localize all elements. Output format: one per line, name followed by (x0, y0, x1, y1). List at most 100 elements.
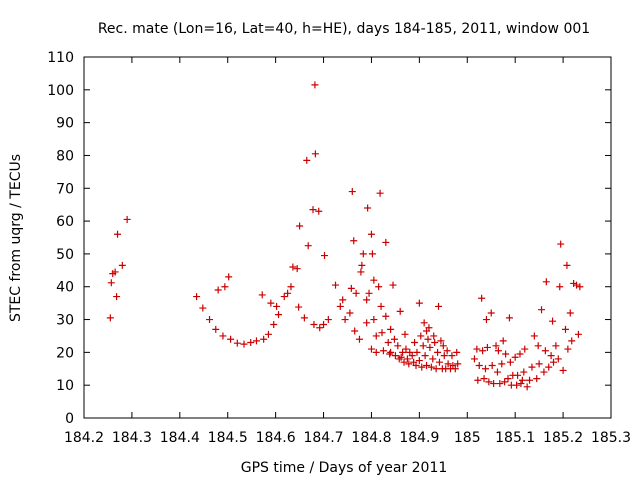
data-point (375, 283, 383, 291)
x-axis-label: GPS time / Days of year 2011 (241, 460, 448, 476)
y-tick-label: 20 (56, 345, 74, 361)
y-tick-label: 60 (56, 214, 74, 230)
data-point (295, 303, 303, 311)
data-point (386, 350, 394, 358)
data-point (505, 314, 513, 322)
data-point (405, 360, 413, 368)
data-point (435, 302, 443, 310)
data-point (557, 240, 565, 248)
data-point (311, 150, 319, 158)
data-point (355, 335, 363, 343)
data-point (566, 309, 574, 317)
data-point (481, 365, 489, 373)
data-point (193, 293, 201, 301)
data-point (421, 352, 429, 360)
data-point (347, 284, 355, 292)
data-point (372, 332, 380, 340)
data-point (321, 252, 329, 260)
data-point (483, 343, 491, 351)
data-point (454, 360, 462, 368)
data-point (425, 324, 433, 332)
data-point (453, 348, 461, 356)
data-point (559, 366, 567, 374)
data-point (419, 342, 427, 350)
data-point (534, 342, 542, 350)
data-point (402, 345, 410, 353)
data-point (114, 230, 122, 238)
data-point (498, 360, 506, 368)
data-point (517, 380, 525, 388)
data-point (363, 319, 371, 327)
y-tick-label: 80 (56, 148, 74, 164)
data-point (227, 335, 235, 343)
y-tick-label: 30 (56, 313, 74, 329)
x-tick-label: 184.9 (399, 430, 439, 446)
data-point (107, 279, 115, 287)
y-tick-label: 0 (65, 411, 74, 427)
data-point (439, 342, 447, 350)
data-point (444, 360, 452, 368)
data-point (309, 206, 317, 214)
data-point (554, 355, 562, 363)
data-point (304, 242, 312, 250)
data-point (408, 352, 416, 360)
data-point (382, 238, 390, 246)
data-point (526, 376, 534, 384)
data-point (516, 350, 524, 358)
data-point (123, 215, 131, 223)
data-point (310, 320, 318, 328)
data-point (424, 335, 432, 343)
data-point (336, 302, 344, 310)
data-point (432, 365, 440, 373)
data-point (113, 293, 121, 301)
data-point (429, 355, 437, 363)
data-point (411, 339, 419, 347)
data-point (384, 339, 392, 347)
data-point (493, 368, 501, 376)
data-point (568, 337, 576, 345)
x-tick-label: 184.7 (303, 430, 343, 446)
y-tick-label: 100 (47, 83, 74, 99)
data-point (511, 353, 519, 361)
data-point (287, 283, 295, 291)
data-point (545, 363, 553, 371)
data-point (506, 358, 514, 366)
data-point (273, 302, 281, 310)
data-point (564, 345, 572, 353)
y-tick-label: 10 (56, 378, 74, 394)
data-markers (106, 81, 584, 391)
x-tick-label: 185.3 (591, 430, 631, 446)
y-axis: 0 10 20 30 40 50 60 70 80 90 100 110 (47, 50, 611, 427)
data-point (280, 293, 288, 301)
data-point (364, 204, 372, 212)
data-point (240, 340, 248, 348)
y-tick-label: 40 (56, 280, 74, 296)
data-point (264, 330, 272, 338)
data-point (341, 316, 349, 324)
data-point (390, 335, 398, 343)
data-point (376, 189, 384, 197)
data-point (247, 339, 255, 347)
data-point (518, 376, 526, 384)
data-point (365, 289, 373, 297)
data-point (473, 345, 481, 353)
data-point (275, 311, 283, 319)
data-point (533, 375, 541, 383)
plot-area (83, 56, 612, 419)
data-point (370, 276, 378, 284)
data-point (490, 380, 498, 388)
x-tick-label: 184.6 (256, 430, 296, 446)
data-point (440, 352, 448, 360)
data-point (535, 360, 543, 368)
x-tick-label: 184.3 (112, 430, 152, 446)
data-point (401, 330, 409, 338)
data-point (550, 358, 558, 366)
data-point (488, 361, 496, 369)
data-point (437, 337, 445, 345)
data-point (487, 309, 495, 317)
data-point (435, 358, 443, 366)
data-point (367, 230, 375, 238)
data-point (474, 376, 482, 384)
data-point (260, 335, 268, 343)
